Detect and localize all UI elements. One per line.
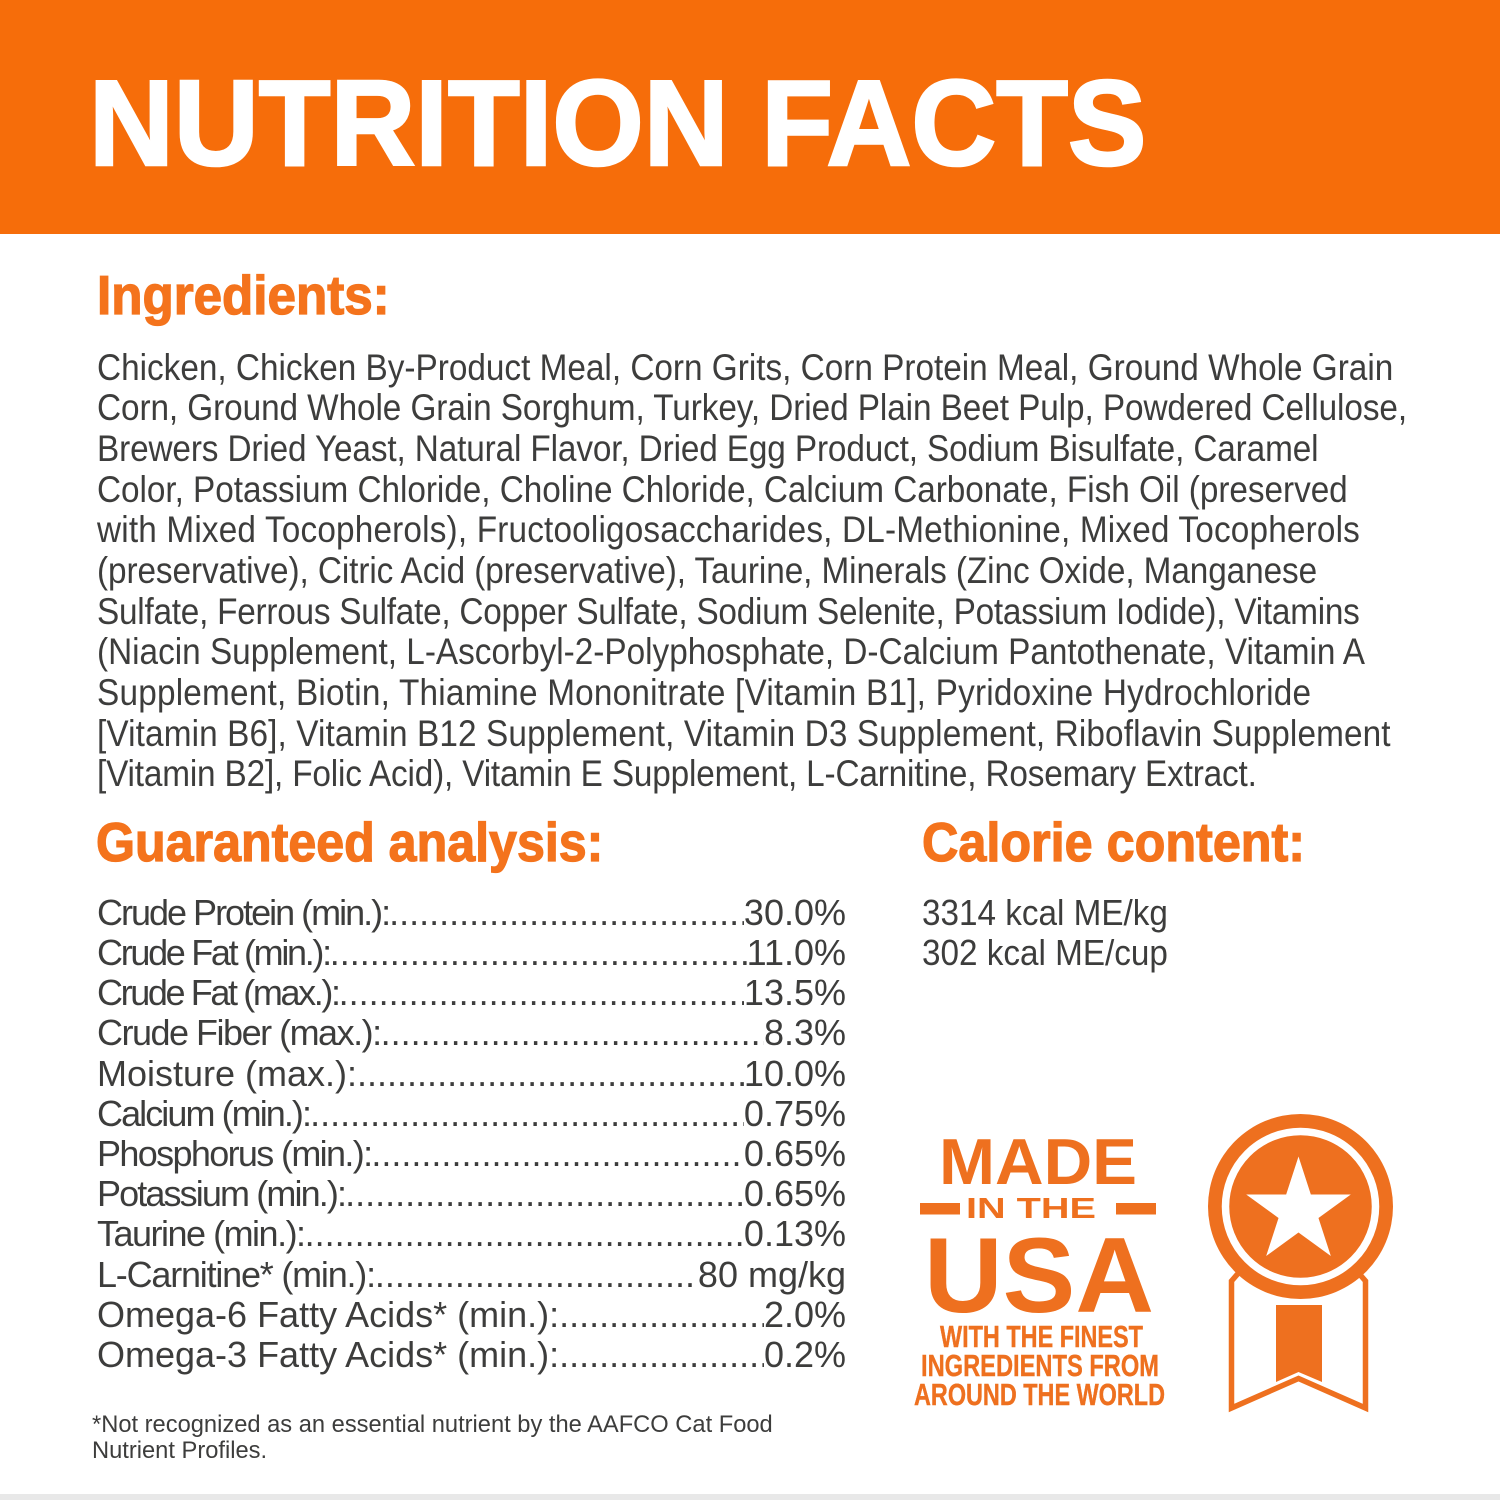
svg-text:AROUND THE WORLD: AROUND THE WORLD [914, 1378, 1165, 1412]
svg-text:USA: USA [924, 1215, 1154, 1335]
svg-text:WITH THE FINEST: WITH THE FINEST [940, 1320, 1143, 1354]
svg-text:MADE: MADE [939, 1125, 1137, 1198]
svg-text:INGREDIENTS FROM: INGREDIENTS FROM [921, 1349, 1159, 1383]
svg-text:IN THE: IN THE [966, 1193, 1096, 1225]
